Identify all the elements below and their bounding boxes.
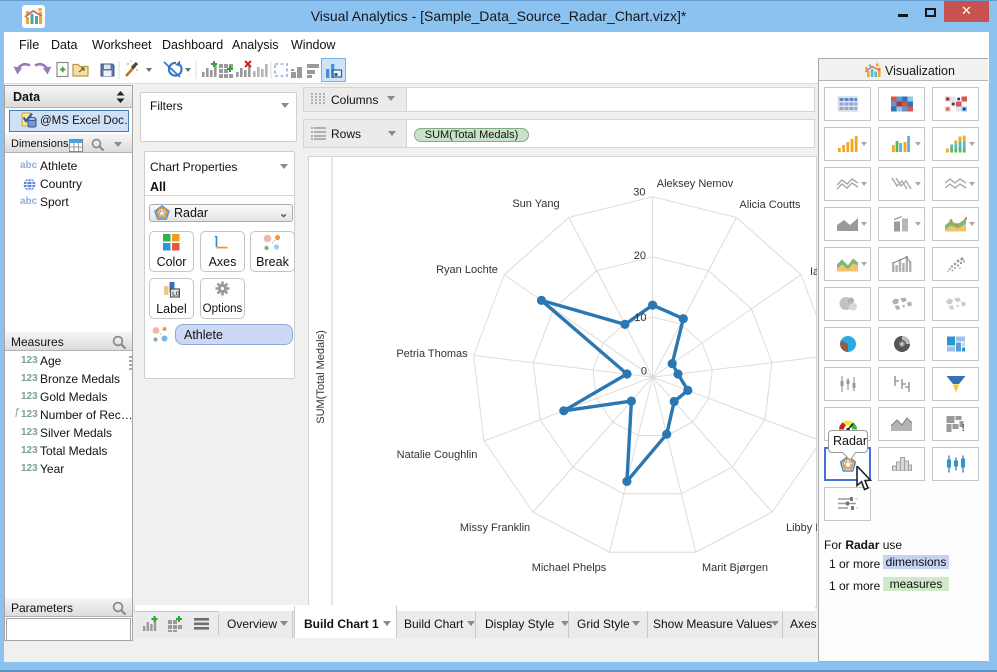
svg-text:LO: LO [172, 292, 180, 298]
svg-text:Michael Phelps: Michael Phelps [532, 562, 607, 574]
svg-text:Alicia Coutts: Alicia Coutts [739, 199, 801, 211]
svg-text:Petria Thomas: Petria Thomas [396, 348, 468, 360]
svg-text:10: 10 [634, 312, 646, 324]
svg-text:20: 20 [634, 250, 646, 262]
svg-text:0: 0 [641, 365, 647, 377]
svg-text:Natalie Coughlin: Natalie Coughlin [397, 449, 478, 461]
svg-text:Ryan Lochte: Ryan Lochte [436, 264, 498, 276]
svg-text:Marit Bjørgen: Marit Bjørgen [702, 562, 768, 574]
svg-text:Sun Yang: Sun Yang [512, 198, 559, 210]
svg-text:Libby Lenton: Libby Lenton [786, 522, 817, 534]
svg-text:SUM(Total Medals): SUM(Total Medals) [315, 330, 327, 424]
svg-text:Ian Thorpe: Ian Thorpe [810, 266, 817, 278]
svg-text:!: ! [961, 423, 964, 432]
svg-text:Aleksey Nemov: Aleksey Nemov [657, 178, 734, 190]
svg-text:30: 30 [633, 187, 645, 199]
svg-text:Missy Franklin: Missy Franklin [460, 522, 530, 534]
